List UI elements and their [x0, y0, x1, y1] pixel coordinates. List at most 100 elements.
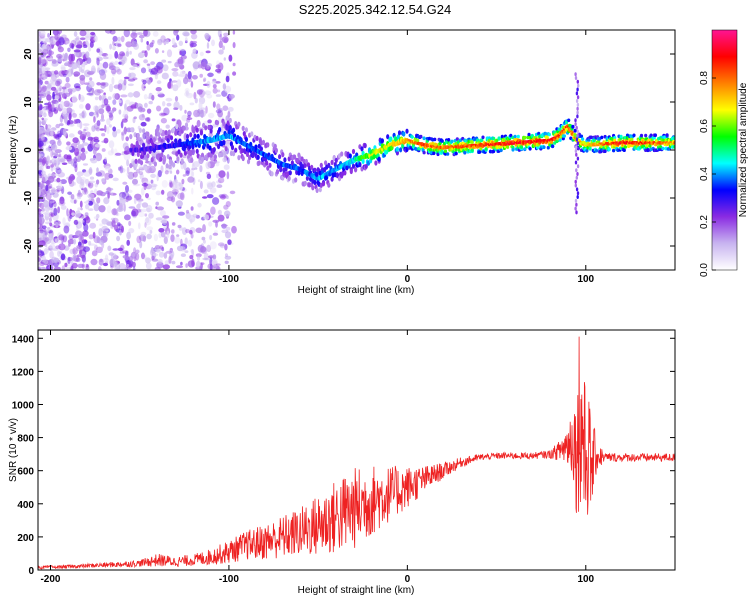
heatmap-cell — [200, 156, 205, 162]
heatmap-cell — [85, 178, 89, 185]
colorbar-tick-label: 0.2 — [699, 215, 710, 229]
heatmap-cell — [603, 149, 607, 153]
y-tick-label: 1000 — [12, 400, 35, 411]
heatmap-cell — [83, 44, 88, 48]
heatmap-cell — [161, 59, 167, 63]
heatmap-cell — [592, 138, 596, 143]
heatmap-cell — [232, 62, 236, 67]
heatmap-cell — [110, 191, 114, 196]
heatmap-cell — [60, 253, 66, 261]
heatmap-cell — [187, 71, 192, 80]
heatmap-cell — [68, 112, 72, 121]
heatmap-cell — [128, 220, 132, 227]
heatmap-cell — [147, 167, 154, 174]
heatmap-cell — [102, 230, 107, 237]
heatmap-cell — [200, 152, 205, 158]
heatmap-cell — [189, 132, 193, 138]
spectrogram-x-axis-label: Height of straight line (km) — [298, 285, 415, 296]
heatmap-cell — [212, 197, 220, 205]
heatmap-cell — [88, 70, 95, 74]
heatmap-cell — [218, 40, 223, 49]
heatmap-cell — [84, 212, 89, 217]
heatmap-cell — [232, 30, 236, 35]
heatmap-cell — [50, 164, 55, 168]
heatmap-cell — [174, 191, 177, 197]
heatmap-cell — [171, 68, 179, 72]
heatmap-cell — [574, 149, 578, 153]
heatmap-cell — [93, 105, 99, 112]
heatmap-cell — [130, 32, 138, 39]
heatmap-cell — [209, 234, 213, 241]
heatmap-cell — [206, 244, 212, 253]
heatmap-cell — [499, 148, 503, 153]
heatmap-cell — [150, 157, 154, 163]
heatmap-cell — [96, 167, 99, 173]
heatmap-cell — [94, 143, 101, 148]
heatmap-cell — [55, 101, 59, 108]
heatmap-cell — [195, 227, 203, 234]
heatmap-cell — [218, 170, 226, 178]
heatmap-cell — [150, 173, 157, 178]
heatmap-cell — [73, 49, 81, 53]
heatmap-cell — [139, 160, 144, 166]
heatmap-cell — [120, 121, 124, 129]
heatmap-cell — [87, 181, 94, 189]
heatmap-cell — [116, 129, 121, 134]
heatmap-cell — [93, 123, 100, 130]
heatmap-cell — [68, 234, 73, 239]
heatmap-cell — [178, 40, 183, 46]
heatmap-cell — [126, 159, 130, 167]
heatmap-cell — [123, 203, 126, 212]
heatmap-cell — [184, 237, 188, 245]
heatmap-cell — [574, 183, 577, 188]
heatmap-cell — [159, 128, 163, 134]
heatmap-cell — [154, 73, 158, 80]
heatmap-cell — [61, 34, 67, 38]
heatmap-cell — [50, 128, 54, 137]
heatmap-cell — [84, 201, 90, 204]
heatmap-cell — [212, 84, 217, 89]
heatmap-cell — [79, 74, 86, 81]
heatmap-cell — [145, 262, 152, 270]
heatmap-cell — [59, 196, 65, 205]
heatmap-cell — [192, 128, 196, 134]
heatmap-cell — [56, 53, 63, 59]
heatmap-cell — [73, 199, 77, 204]
heatmap-cell — [222, 105, 229, 111]
y-tick-label: 400 — [17, 500, 34, 511]
heatmap-cell — [549, 140, 554, 144]
heatmap-cell — [576, 156, 580, 161]
heatmap-cell — [122, 250, 129, 254]
heatmap-cell — [155, 153, 160, 159]
heatmap-cell — [202, 196, 208, 199]
heatmap-cell — [59, 100, 65, 109]
heatmap-cell — [146, 226, 154, 231]
heatmap-cell — [57, 182, 63, 191]
heatmap-cell — [141, 252, 145, 260]
heatmap-cell — [94, 244, 98, 251]
heatmap-cell — [177, 211, 185, 216]
heatmap-cell — [73, 181, 76, 186]
heatmap-cell — [67, 88, 73, 93]
heatmap-cell — [98, 266, 102, 270]
heatmap-cell — [93, 116, 96, 123]
heatmap-cell — [165, 124, 170, 129]
heatmap-cell — [38, 115, 41, 123]
heatmap-cell — [174, 236, 181, 244]
heatmap-cell — [48, 211, 54, 218]
heatmap-cell — [88, 168, 93, 174]
heatmap-cell — [397, 130, 402, 136]
heatmap-cell — [81, 187, 84, 191]
heatmap-cell — [54, 154, 61, 157]
heatmap-cell — [116, 68, 122, 75]
heatmap-cell — [120, 94, 128, 98]
heatmap-cell — [110, 68, 117, 75]
y-tick-label: 0 — [28, 566, 34, 577]
heatmap-cell — [222, 45, 225, 51]
heatmap-cell — [99, 72, 107, 80]
heatmap-cell — [150, 67, 159, 75]
heatmap-cell — [191, 75, 198, 80]
heatmap-cell — [45, 156, 51, 165]
heatmap-cell — [227, 106, 234, 112]
heatmap-cell — [38, 111, 42, 117]
